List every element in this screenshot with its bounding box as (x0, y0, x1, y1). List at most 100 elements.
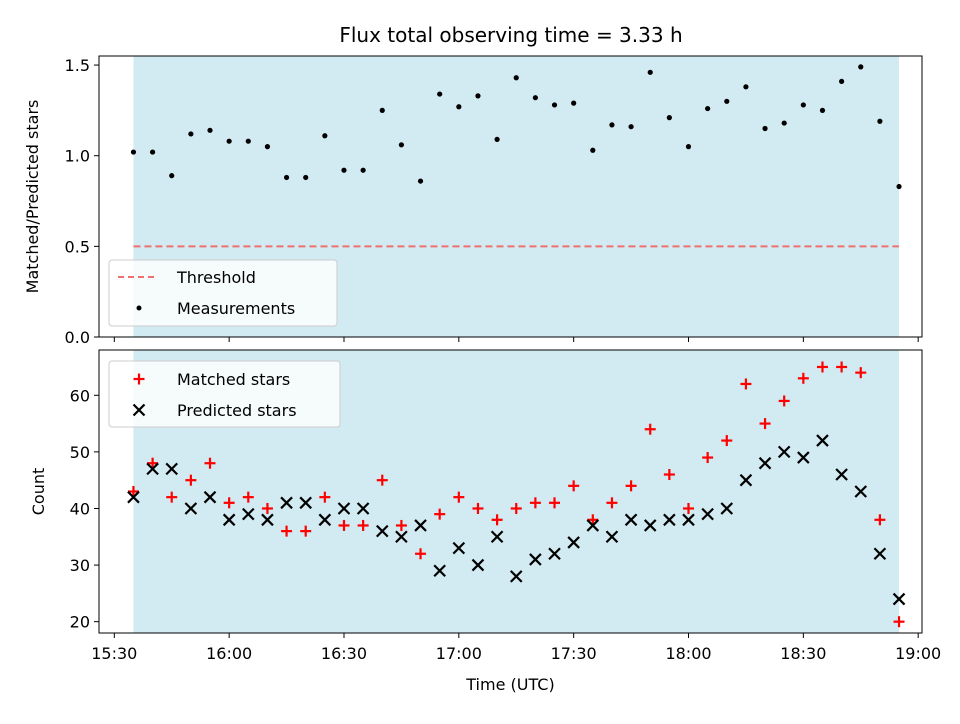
measurement-point (169, 173, 175, 179)
matched-point (778, 395, 790, 407)
legend-matched-marker (133, 373, 145, 385)
measurement-point (532, 95, 538, 101)
predicted-point (777, 445, 791, 459)
predicted-point (873, 547, 887, 561)
matched-point (434, 508, 446, 520)
matched-point (663, 469, 675, 481)
matched-point (529, 497, 541, 509)
measurement-point (149, 149, 156, 155)
predicted-point (471, 558, 485, 572)
x-tick-label: 16:00 (206, 644, 252, 663)
predicted-point (548, 547, 561, 561)
matched-point (702, 452, 714, 464)
measurement-point (360, 167, 366, 173)
predicted-point (356, 502, 370, 515)
matched-point (166, 491, 178, 503)
measurement-point (666, 115, 672, 121)
measurement-point (226, 138, 232, 144)
x-tick-label: 18:30 (780, 644, 826, 663)
measurement-point (188, 131, 194, 137)
measurement-point (475, 93, 481, 99)
predicted-point (605, 530, 619, 544)
matched-point (185, 474, 197, 486)
predicted-point (586, 519, 600, 532)
measurement-point (647, 69, 653, 75)
bottom-axes-frame (98, 349, 923, 634)
measurement-point (819, 107, 826, 113)
measurement-point (322, 133, 328, 139)
measurement-point (762, 125, 768, 132)
measurement-point (513, 75, 519, 81)
predicted-point (375, 524, 389, 538)
x-tick-label: 16:30 (321, 644, 367, 663)
measurement-point (437, 91, 443, 97)
matched-point (740, 378, 752, 390)
x-tick-label: 15:30 (91, 644, 137, 663)
predicted-point (797, 451, 810, 464)
predicted-point (261, 513, 274, 527)
measurement-point (590, 147, 596, 153)
measurement-point (130, 149, 137, 155)
predicted-point (835, 468, 848, 481)
predicted-point (624, 513, 638, 527)
measurement-point (456, 104, 462, 110)
predicted-point (701, 507, 714, 521)
predicted-point (433, 564, 446, 578)
measurement-point (858, 64, 864, 70)
bottom-panel: 15:30 16:00 16:30 17:00 17:30 18:00 18:30 19:00… (29, 349, 941, 694)
measurement-point (341, 167, 347, 173)
matched-point (472, 502, 484, 514)
measurement-point (781, 120, 787, 126)
matched-point (568, 480, 580, 492)
matched-point (855, 367, 867, 379)
chart-title: Flux total observing time = 3.33 h (339, 23, 682, 47)
measurement-point (207, 127, 213, 133)
y-tick-label: 1.5 (65, 56, 90, 75)
predicted-point (663, 513, 676, 527)
matched-point (893, 616, 905, 628)
matched-point (395, 519, 407, 531)
predicted-point (682, 513, 695, 527)
matched-point (510, 502, 522, 514)
predicted-point (643, 519, 657, 532)
measurement-point (609, 122, 615, 128)
matched-point (415, 548, 427, 560)
matched-point (223, 497, 235, 509)
matched-point (281, 525, 293, 537)
bottom-legend-box (108, 360, 341, 428)
measurement-point (705, 105, 711, 112)
measurement-point (839, 78, 845, 84)
matched-point (453, 491, 465, 503)
y-tick-label: 30 (70, 556, 90, 575)
predicted-point (146, 462, 159, 476)
predicted-point (242, 507, 255, 521)
xlabel: Time (UTC) (465, 675, 554, 694)
measurement-point (264, 144, 271, 150)
matched-point (587, 514, 599, 526)
top-panel: 0.0 0.5 1.0 1.5 Matched/Predicted stars Thr… (23, 55, 923, 347)
matched-point (204, 457, 216, 469)
legend-matched-label: Matched stars (177, 370, 290, 389)
predicted-point (816, 434, 829, 447)
measurement-point (628, 124, 634, 130)
predicted-point (395, 530, 408, 544)
measurement-point (724, 98, 730, 104)
x-tick-label: 17:00 (436, 644, 482, 663)
predicted-point (509, 570, 523, 583)
matched-point (242, 491, 254, 503)
predicted-point (529, 553, 542, 566)
measurement-point (551, 102, 558, 108)
matched-point (644, 423, 656, 435)
predicted-point (222, 513, 236, 527)
legend-measurements-label: Measurements (177, 299, 295, 318)
matched-point (682, 502, 694, 514)
measurement-point (877, 118, 883, 124)
matched-point (300, 525, 312, 537)
measurement-point (398, 142, 405, 148)
predicted-point (299, 496, 312, 510)
legend-predicted-label: Predicted stars (177, 401, 297, 420)
measurement-point (494, 136, 500, 142)
matched-point (797, 372, 809, 384)
predicted-point (184, 502, 198, 515)
matched-point (836, 361, 848, 373)
